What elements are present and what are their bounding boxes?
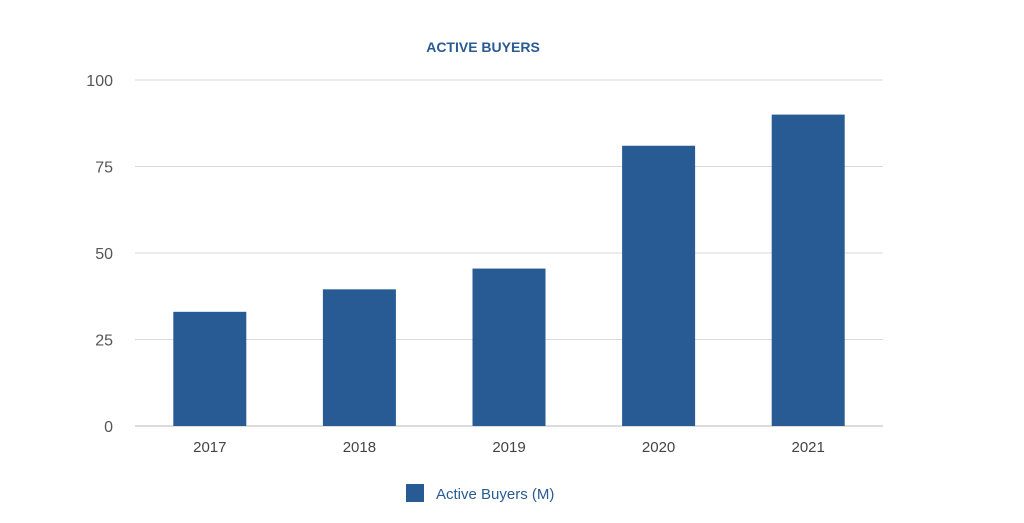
x-tick-label: 2019	[492, 439, 525, 456]
y-tick-label: 75	[95, 160, 113, 177]
x-axis-ticks: 2017 2018 2019 2020 2021	[193, 439, 825, 456]
y-tick-label: 50	[95, 246, 113, 263]
x-tick-label: 2017	[193, 439, 226, 456]
y-tick-label: 0	[104, 419, 113, 436]
legend-label: Active Buyers (M)	[436, 486, 554, 503]
x-tick-label: 2020	[642, 439, 675, 456]
bars	[173, 114, 845, 427]
legend: Active Buyers (M)	[406, 484, 554, 503]
legend-swatch	[406, 484, 424, 502]
bar-2017[interactable]	[173, 311, 247, 426]
bar-2018[interactable]	[322, 289, 396, 426]
x-tick-label: 2021	[792, 439, 825, 456]
y-tick-label: 100	[86, 73, 113, 90]
y-axis-ticks: 0 25 50 75 100	[86, 73, 113, 436]
x-tick-label: 2018	[343, 439, 376, 456]
bar-2019[interactable]	[472, 268, 546, 426]
bar-2021[interactable]	[771, 114, 845, 426]
bar-2020[interactable]	[622, 145, 696, 427]
y-tick-label: 25	[95, 333, 113, 350]
chart-title: ACTIVE BUYERS	[426, 39, 540, 55]
